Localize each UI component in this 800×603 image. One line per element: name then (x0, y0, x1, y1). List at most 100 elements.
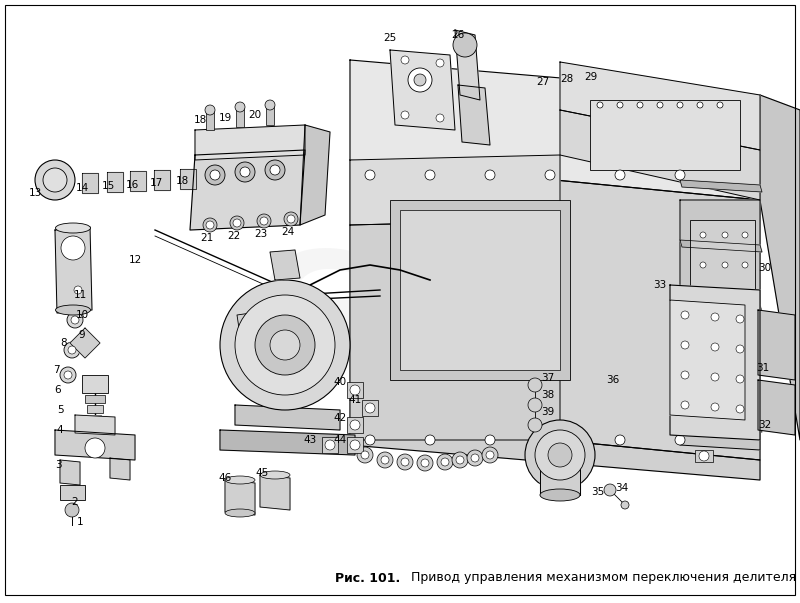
Circle shape (401, 111, 409, 119)
Polygon shape (680, 180, 762, 192)
Text: 10: 10 (75, 310, 89, 320)
Circle shape (722, 262, 728, 268)
Circle shape (742, 382, 748, 388)
Circle shape (711, 403, 719, 411)
Circle shape (700, 352, 706, 358)
Polygon shape (680, 200, 760, 450)
Circle shape (717, 102, 723, 108)
Polygon shape (680, 300, 762, 312)
Circle shape (205, 105, 215, 115)
Text: 28: 28 (560, 74, 574, 84)
Polygon shape (680, 240, 762, 252)
Circle shape (401, 56, 409, 64)
Bar (85, 395, 105, 403)
Circle shape (742, 352, 748, 358)
Circle shape (270, 165, 280, 175)
Polygon shape (458, 85, 490, 145)
Text: 24: 24 (282, 227, 294, 237)
Circle shape (265, 100, 275, 110)
Circle shape (697, 102, 703, 108)
Circle shape (74, 286, 82, 294)
Polygon shape (110, 458, 130, 480)
Text: 32: 32 (758, 420, 772, 430)
Circle shape (425, 435, 435, 445)
Polygon shape (455, 30, 480, 100)
Circle shape (597, 102, 603, 108)
Text: 14: 14 (75, 183, 89, 193)
Circle shape (210, 170, 220, 180)
Text: 43: 43 (303, 435, 317, 445)
Bar (322, 437, 338, 453)
Circle shape (681, 341, 689, 349)
Circle shape (548, 443, 572, 467)
Circle shape (681, 311, 689, 319)
Circle shape (437, 454, 453, 470)
Polygon shape (350, 60, 760, 200)
Circle shape (350, 440, 360, 450)
Circle shape (615, 435, 625, 445)
Circle shape (528, 418, 542, 432)
Circle shape (722, 382, 728, 388)
Text: 1: 1 (77, 517, 83, 527)
Circle shape (270, 330, 300, 360)
Text: 36: 36 (606, 375, 620, 385)
Text: 4: 4 (57, 425, 63, 435)
Circle shape (65, 503, 79, 517)
Circle shape (265, 160, 285, 180)
Polygon shape (758, 310, 795, 380)
Circle shape (401, 458, 409, 466)
Bar (206, 110, 214, 130)
Circle shape (711, 313, 719, 321)
Polygon shape (220, 430, 355, 455)
Circle shape (64, 342, 80, 358)
Text: 12: 12 (128, 255, 142, 265)
Circle shape (397, 454, 413, 470)
Text: 13: 13 (28, 188, 42, 198)
Text: 44: 44 (334, 435, 346, 445)
Circle shape (61, 236, 85, 260)
Polygon shape (154, 170, 170, 190)
Polygon shape (60, 460, 80, 485)
Text: 23: 23 (254, 229, 268, 239)
Text: 6: 6 (54, 385, 62, 395)
Circle shape (736, 315, 744, 323)
Polygon shape (680, 420, 762, 432)
Circle shape (545, 170, 555, 180)
Circle shape (657, 102, 663, 108)
Text: 22: 22 (227, 231, 241, 241)
Text: 41: 41 (348, 395, 362, 405)
Circle shape (545, 435, 555, 445)
Circle shape (711, 343, 719, 351)
Text: 42: 42 (334, 413, 346, 423)
Circle shape (528, 398, 542, 412)
Text: Рис. 101.: Рис. 101. (334, 572, 400, 584)
Circle shape (722, 322, 728, 328)
Circle shape (377, 452, 393, 468)
Circle shape (528, 378, 542, 392)
Circle shape (85, 438, 105, 458)
Circle shape (436, 59, 444, 67)
Bar (87, 405, 103, 413)
Text: 16: 16 (126, 180, 138, 190)
Circle shape (325, 440, 335, 450)
Circle shape (441, 458, 449, 466)
Bar (695, 450, 713, 462)
Circle shape (535, 430, 585, 480)
Circle shape (700, 232, 706, 238)
Polygon shape (180, 169, 196, 189)
Text: 9: 9 (78, 330, 86, 340)
Text: Привод управления механизмом переключения делителя передач: Привод управления механизмом переключени… (403, 572, 800, 584)
Bar (347, 437, 363, 453)
Text: 2: 2 (72, 497, 78, 507)
Polygon shape (350, 220, 560, 440)
Ellipse shape (55, 305, 90, 315)
Polygon shape (195, 125, 305, 160)
Circle shape (453, 33, 477, 57)
Bar (89, 415, 101, 423)
Circle shape (482, 447, 498, 463)
Text: 39: 39 (542, 407, 554, 417)
Circle shape (421, 459, 429, 467)
Polygon shape (560, 62, 760, 150)
Circle shape (471, 454, 479, 462)
Bar (60, 485, 85, 500)
